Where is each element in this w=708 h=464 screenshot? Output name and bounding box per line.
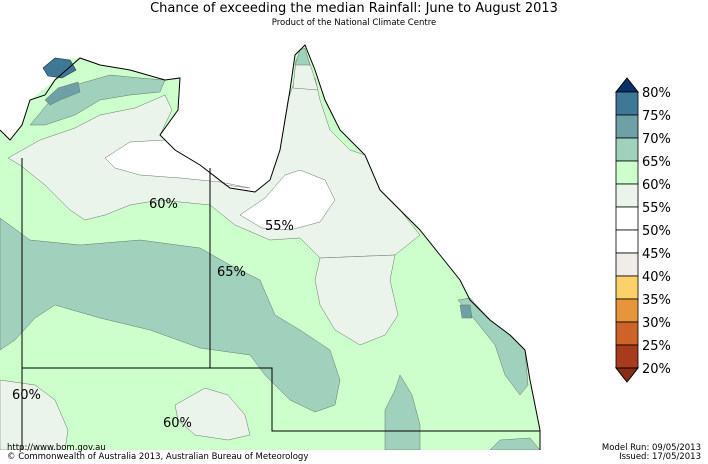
zone-55-south [174, 387, 251, 441]
model-run-date: Model Run: 09/05/2013 [601, 443, 701, 453]
legend-label: 35% [642, 293, 671, 308]
legend-swatch [615, 321, 639, 346]
map-title: Chance of exceeding the median Rainfall:… [150, 1, 558, 16]
state-borders [21, 158, 540, 450]
zone-65-west [0, 217, 341, 413]
legend-swatch [615, 344, 639, 369]
legend-arrow-top [614, 77, 640, 93]
zone-70-arnhem [44, 81, 81, 106]
legend-swatch [615, 229, 639, 254]
contour-label: 65% [217, 265, 246, 280]
source-url[interactable]: http://www.bom.gov.au [7, 443, 106, 453]
legend-swatch [615, 137, 639, 162]
legend-label: 45% [642, 247, 671, 262]
legend-label: 40% [642, 270, 671, 285]
legend-swatch [615, 114, 639, 139]
legend-label: 60% [642, 178, 671, 193]
legend-label: 30% [642, 316, 671, 331]
zone-55-inland [314, 254, 399, 346]
contour-label: 60% [12, 388, 41, 403]
legend-swatch [615, 252, 639, 277]
map-subtitle: Product of the National Climate Centre [271, 18, 437, 28]
zone-55-southwest [0, 379, 69, 450]
legend-swatch [615, 160, 639, 185]
legend-label: 65% [642, 155, 671, 170]
legend-label: 80% [642, 86, 671, 101]
copyright-notice: © Commonwealth of Australia 2013, Austra… [7, 452, 309, 462]
contour-label: 60% [149, 197, 178, 212]
contour-label: 60% [163, 416, 192, 431]
color-scale-legend: 80% 75% 70% 65% 60% 55% 50% 45% 40% 35% 30% 25% 20% [614, 77, 671, 383]
legend-swatch [615, 275, 639, 300]
legend-label: 75% [642, 109, 671, 124]
legend-label: 25% [642, 339, 671, 354]
legend-swatch [615, 183, 639, 208]
coastline [0, 44, 541, 450]
legend-label: 50% [642, 224, 671, 239]
rainfall-probability-map: 60% 55% 65% 60% 60% [0, 44, 541, 450]
zone-75-north [42, 57, 77, 79]
zone-50-central [239, 169, 336, 231]
zone-65-corner [489, 437, 541, 450]
legend-swatch [615, 91, 639, 116]
issued-date: Issued: 17/05/2013 [619, 452, 701, 462]
zone-70-coast [459, 304, 473, 319]
zone-65-cape [294, 47, 311, 66]
legend-swatch [615, 206, 639, 231]
legend-swatch [615, 298, 639, 323]
contour-label: 55% [265, 219, 294, 234]
legend-label: 70% [642, 132, 671, 147]
legend-arrow-bottom [614, 367, 640, 383]
legend-label: 20% [642, 362, 671, 377]
legend-label: 55% [642, 201, 671, 216]
